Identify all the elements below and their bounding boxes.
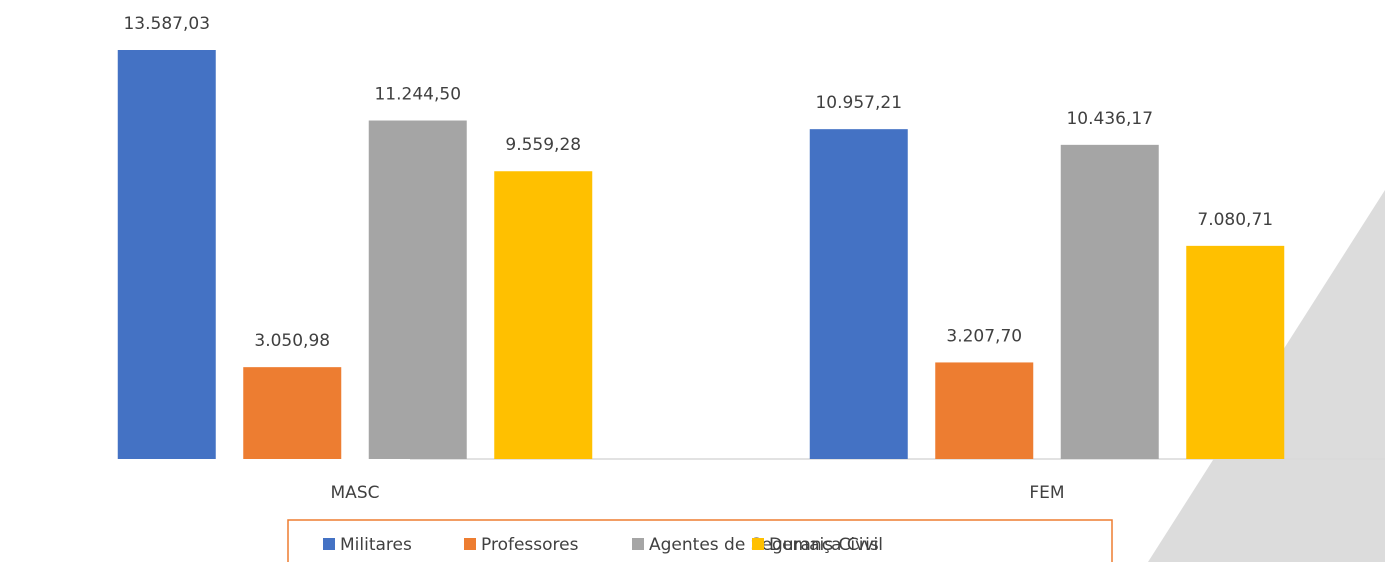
bar [243, 367, 342, 459]
legend-label: Militares [340, 535, 412, 555]
legend-label: Agentes de Segurança Civil [649, 535, 883, 555]
legend-swatch [752, 538, 764, 550]
data-label: 13.587,03 [123, 14, 210, 34]
data-label: 10.957,21 [815, 93, 902, 113]
data-label: 3.207,70 [946, 326, 1022, 346]
legend-swatch [323, 538, 335, 550]
x-tick-label: FEM [1029, 483, 1064, 503]
bar [809, 129, 908, 460]
data-label: 10.436,17 [1066, 109, 1153, 129]
data-label: 11.244,50 [374, 85, 461, 105]
bar [368, 120, 467, 460]
x-tick-label: MASC [331, 483, 380, 503]
legend-label: Professores [481, 535, 579, 555]
legend-box [287, 519, 1113, 566]
data-label: 9.559,28 [505, 135, 581, 155]
data-label: 7.080,71 [1197, 210, 1273, 230]
bar [117, 50, 216, 459]
bar [1186, 245, 1285, 459]
data-label: 3.050,98 [254, 331, 330, 351]
legend-swatch [632, 538, 644, 550]
legend-label: Demais Civis [769, 535, 879, 555]
bar [494, 171, 593, 459]
bar [1060, 144, 1159, 459]
legend-swatch [464, 538, 476, 550]
bar [935, 362, 1034, 459]
